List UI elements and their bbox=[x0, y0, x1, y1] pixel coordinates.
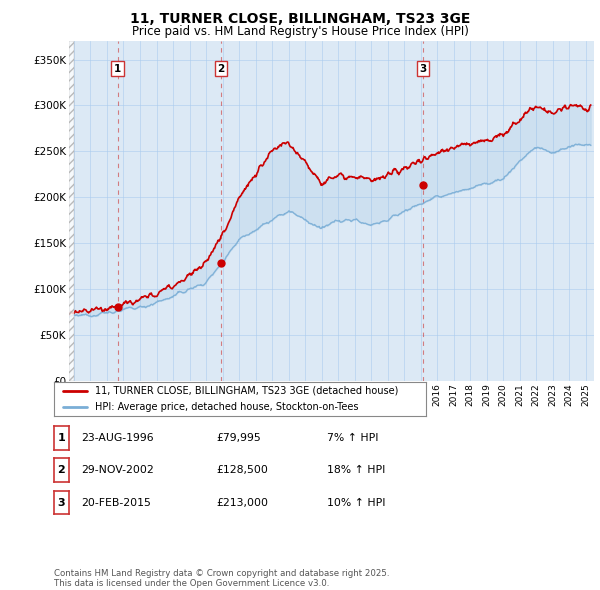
Text: 2: 2 bbox=[217, 64, 225, 74]
Text: 29-NOV-2002: 29-NOV-2002 bbox=[81, 466, 154, 475]
Text: 3: 3 bbox=[58, 498, 65, 507]
Text: Contains HM Land Registry data © Crown copyright and database right 2025.
This d: Contains HM Land Registry data © Crown c… bbox=[54, 569, 389, 588]
Bar bbox=[69, 41, 74, 381]
Text: 18% ↑ HPI: 18% ↑ HPI bbox=[327, 466, 385, 475]
Text: £213,000: £213,000 bbox=[216, 498, 268, 507]
Text: 11, TURNER CLOSE, BILLINGHAM, TS23 3GE (detached house): 11, TURNER CLOSE, BILLINGHAM, TS23 3GE (… bbox=[95, 386, 398, 396]
Text: 11, TURNER CLOSE, BILLINGHAM, TS23 3GE: 11, TURNER CLOSE, BILLINGHAM, TS23 3GE bbox=[130, 12, 470, 26]
Text: 3: 3 bbox=[419, 64, 427, 74]
Text: Price paid vs. HM Land Registry's House Price Index (HPI): Price paid vs. HM Land Registry's House … bbox=[131, 25, 469, 38]
Text: £79,995: £79,995 bbox=[216, 433, 261, 442]
Text: HPI: Average price, detached house, Stockton-on-Tees: HPI: Average price, detached house, Stoc… bbox=[95, 402, 358, 412]
Text: 1: 1 bbox=[58, 433, 65, 442]
Text: 23-AUG-1996: 23-AUG-1996 bbox=[81, 433, 154, 442]
Text: 7% ↑ HPI: 7% ↑ HPI bbox=[327, 433, 379, 442]
Text: £128,500: £128,500 bbox=[216, 466, 268, 475]
Text: 20-FEB-2015: 20-FEB-2015 bbox=[81, 498, 151, 507]
Text: 10% ↑ HPI: 10% ↑ HPI bbox=[327, 498, 386, 507]
Text: 2: 2 bbox=[58, 466, 65, 475]
Text: 1: 1 bbox=[114, 64, 121, 74]
